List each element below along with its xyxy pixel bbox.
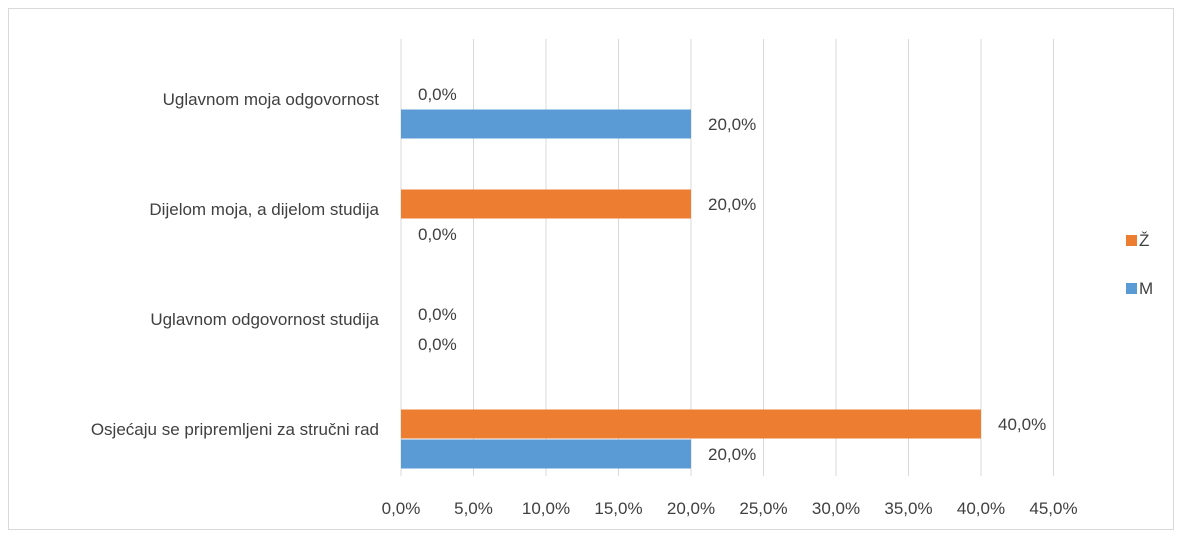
x-tick-label: 20,0% (667, 499, 715, 518)
x-axis-tick-labels: 0,0% 5,0% 10,0% 15,0% 20,0% 25,0% 30,0% 35,0% 40… (382, 499, 1078, 518)
x-tick-label: 30,0% (812, 499, 860, 518)
bar-m (401, 109, 691, 139)
x-tick-label: 40,0% (957, 499, 1005, 518)
data-label-m: 20,0% (708, 115, 756, 134)
bar-z (401, 189, 691, 219)
legend-swatch (1126, 283, 1137, 294)
x-tick-label: 35,0% (884, 499, 932, 518)
bar-z (401, 409, 981, 439)
category-label: Dijelom moja, a dijelom studija (149, 200, 379, 219)
x-tick-label: 45,0% (1029, 499, 1077, 518)
data-label-z: 20,0% (708, 195, 756, 214)
category-label: Osjećaju se pripremljeni za stručni rad (91, 420, 379, 439)
data-label-z: 0,0% (418, 305, 457, 324)
data-labels: 0,0% 20,0% 20,0% 0,0% 0,0% 0,0% 40,0% 20,0% (418, 85, 1046, 464)
category-label: Uglavnom odgovornost studija (150, 310, 379, 329)
category-labels: Uglavnom moja odgovornost Dijelom moja, a… (91, 90, 380, 439)
legend-label: M (1139, 279, 1153, 298)
legend-swatch (1126, 235, 1137, 246)
x-tick-label: 5,0% (454, 499, 493, 518)
data-label-z: 0,0% (418, 85, 457, 104)
chart-frame: 0,0% 20,0% 20,0% 0,0% 0,0% 0,0% 40,0% 20,0% Ugl… (8, 8, 1174, 530)
x-tick-label: 10,0% (522, 499, 570, 518)
legend: ŽM (1126, 231, 1153, 298)
data-label-m: 0,0% (418, 225, 457, 244)
data-label-z: 40,0% (998, 415, 1046, 434)
x-tick-label: 15,0% (594, 499, 642, 518)
x-tick-label: 0,0% (382, 499, 421, 518)
category-label: Uglavnom moja odgovornost (163, 90, 380, 109)
data-label-m: 0,0% (418, 335, 457, 354)
legend-label: Ž (1139, 231, 1149, 250)
bar-chart: 0,0% 20,0% 20,0% 0,0% 0,0% 0,0% 40,0% 20,0% Ugl… (91, 39, 1153, 518)
bar-m (401, 439, 691, 469)
bars (401, 109, 981, 469)
x-tick-label: 25,0% (739, 499, 787, 518)
data-label-m: 20,0% (708, 445, 756, 464)
